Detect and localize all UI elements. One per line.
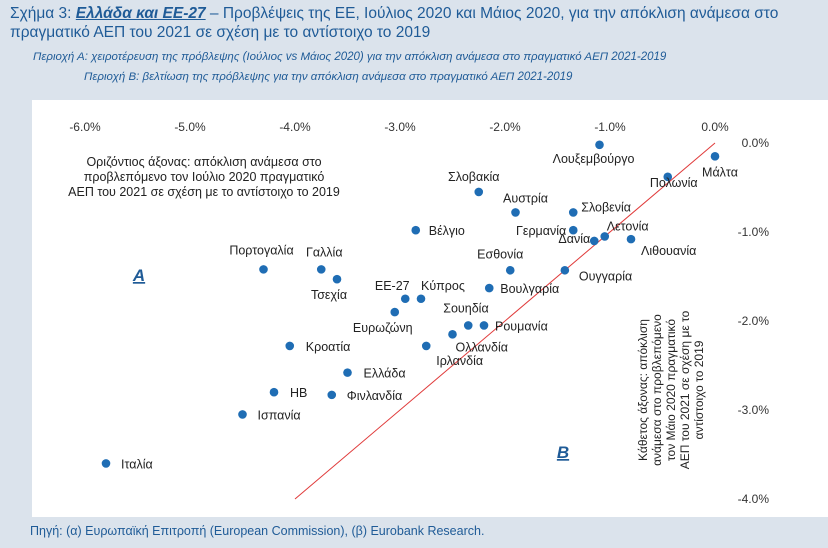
y-tick-label: -1.0% [738,225,770,239]
y-axis-title-line: Κάθετος άξονας: απόκλιση [636,319,650,461]
point-marker [411,225,421,235]
point-marker [511,208,520,217]
point-label: Εσθονία [477,247,523,261]
point-marker [400,294,410,304]
x-axis-title-line: ΑΕΠ του 2021 σε σχέση με το αντίστοιχο τ… [68,185,340,199]
point-marker [560,265,570,275]
x-tick-label: -1.0% [594,120,626,134]
point-label: Ρουμανία [495,319,548,333]
point-marker [663,172,673,182]
point-label: Λιθουανία [641,244,696,258]
diagonal-line [294,142,716,500]
point-label: Δανία [558,232,590,246]
point-marker [448,330,457,339]
point-marker [600,232,610,241]
title-prefix: Σχήμα 3: [10,5,76,22]
point-label: Ουγγαρία [579,269,632,283]
point-marker [390,307,400,317]
x-tick-label: -6.0% [69,120,101,134]
point-label: Σλοβακία [448,170,499,184]
title-rest: – Προβλέψεις της ΕΕ, Ιούλιος 2020 και Μά… [10,5,779,41]
point-marker [626,234,636,244]
point-label: Πολωνία [650,176,698,190]
point-marker [416,294,426,304]
point-marker [285,341,295,351]
y-tick-label: -2.0% [738,314,770,328]
point-marker [479,321,489,330]
point-marker [421,341,431,351]
point-label: Κύπρος [421,279,465,293]
point-label: ΗΒ [290,386,307,400]
point-label: Σλοβενία [581,200,631,214]
point-label: Σουηδία [443,301,488,315]
point-label: Ολλανδία [456,340,508,354]
y-axis-title-line: αντίστοιχο το 2019 [692,340,706,439]
y-tick-label: -4.0% [738,492,770,506]
point-marker [238,410,247,419]
point-label: Τσεχία [311,288,347,302]
x-tick-label: -4.0% [279,120,311,134]
point-label: Μάλτα [702,165,738,179]
subtitle-region-a: Περιοχή Α: χειροτέρευση της πρόβλεψης (Ι… [33,51,667,63]
x-tick-label: -2.0% [489,120,521,134]
point-label: Βέλγιο [429,224,465,238]
point-marker [589,236,599,246]
point-marker [568,225,578,235]
point-marker [484,283,494,293]
y-axis-title-line: τον Μάιο 2020 πραγματικό [664,319,678,461]
point-marker [568,208,578,217]
point-marker [269,387,279,397]
point-marker [259,265,268,274]
header-band [76,0,828,100]
point-label: Ευρωζώνη [353,321,413,335]
point-marker [710,152,720,161]
point-marker [332,274,342,284]
point-label: Ιρλανδία [436,354,483,368]
subtitle-region-b: Περιοχή Β: βελτίωση της πρόβλεψης για τη… [84,71,573,83]
point-marker [595,140,604,150]
x-axis-title-line: Οριζόντιος άξονας: απόκλιση ανάμεσα στο [86,155,321,169]
point-marker [343,368,352,377]
point-label: Λετονία [607,219,649,233]
point-label: Ισπανία [258,408,301,422]
x-tick-label: -5.0% [174,120,206,134]
x-tick-label: -3.0% [384,120,416,134]
source-note: Πηγή: (α) Ευρωπαϊκή Επιτροπή (European C… [30,524,485,538]
point-label: Αυστρία [503,191,548,205]
point-marker [463,321,473,330]
point-marker [474,187,484,197]
point-label: Γαλλία [306,245,343,259]
point-label: Πορτογαλία [229,243,293,257]
point-label: Λουξεμβούργο [553,152,635,166]
scatter-chart: -6.0% -5.0% -4.0% -3.0% -2.0% -1.0% 0.0% 0.0% -1… [68,120,770,506]
y-tick-label: 0.0% [742,136,770,150]
y-axis-title-line: ΑΕΠ του 2021 σε σχέση με το [678,310,692,469]
point-label: Κροατία [306,340,351,354]
x-tick-label: 0.0% [701,120,729,134]
point-marker [505,265,515,275]
y-tick-label: -3.0% [738,403,770,417]
point-label: Ελλάδα [364,367,406,381]
title-highlight: Ελλάδα και ΕΕ-27 [75,5,206,22]
point-label: Βουλγαρία [500,282,559,296]
point-label: Ιταλία [121,457,153,471]
point-label: Γερμανία [516,224,566,238]
region-label-a: A [132,266,145,285]
point-marker [316,265,326,274]
y-axis-title-line: ανάμεσα στο προβλεπόμενο [650,314,664,466]
page-title: Σχήμα 3: Ελλάδα και ΕΕ-27 – Προβλέψεις τ… [10,4,810,42]
region-label-b: B [557,443,569,462]
point-label: ΕΕ-27 [375,279,410,293]
point-marker [101,459,111,468]
point-marker [327,390,337,400]
point-label: Φινλανδία [347,389,403,403]
chart-panel: -6.0% -5.0% -4.0% -3.0% -2.0% -1.0% 0.0% 0.0% -1… [32,100,828,517]
x-axis-title-line: προβλεπόμενο τον Ιούλιο 2020 πραγματικό [84,170,325,184]
